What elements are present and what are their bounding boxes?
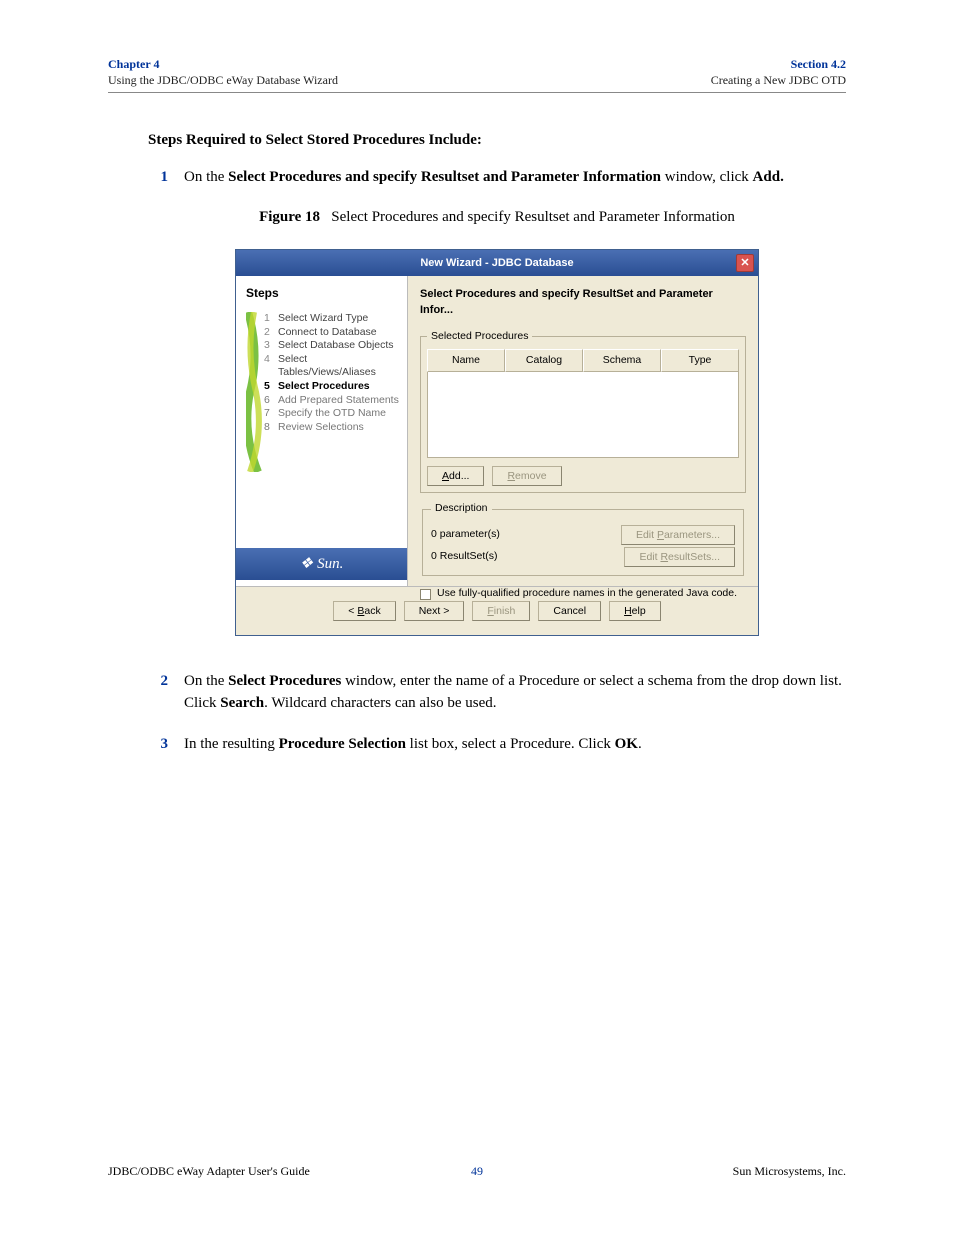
description-group: Description 0 parameter(s) Edit Paramete… xyxy=(422,501,744,576)
next-button[interactable]: Next > xyxy=(404,601,465,621)
sun-logo-icon: ❖ xyxy=(300,553,313,576)
footer-left: JDBC/ODBC eWay Adapter User's Guide xyxy=(108,1164,310,1179)
section-label: Section 4.2 xyxy=(711,56,846,72)
finish-button[interactable]: Finish xyxy=(472,601,530,621)
step-row: 3Select Database Objects xyxy=(264,339,401,353)
footer-right: Sun Microsystems, Inc. xyxy=(733,1164,846,1179)
section-subtitle: Creating a New JDBC OTD xyxy=(711,72,846,88)
qualified-names-checkbox[interactable] xyxy=(420,589,431,600)
add-button[interactable]: Add... xyxy=(427,466,484,486)
step-item-3: 3 In the resulting Procedure Selection l… xyxy=(148,733,846,756)
panel-heading: Select Procedures and specify ResultSet … xyxy=(420,286,746,319)
cancel-button[interactable]: Cancel xyxy=(538,601,601,621)
col-type[interactable]: Type xyxy=(661,349,739,373)
sun-logo-text: Sun. xyxy=(317,553,343,576)
header-right: Section 4.2 Creating a New JDBC OTD xyxy=(711,56,846,88)
steps-panel-title: Steps xyxy=(246,284,401,302)
chapter-label: Chapter 4 xyxy=(108,56,338,72)
qualified-names-row: Use fully-qualified procedure names in t… xyxy=(420,586,746,602)
step-row: 4Select Tables/Views/Aliases xyxy=(264,353,401,380)
steps-list: 1Select Wizard Type 2Connect to Database… xyxy=(246,312,401,435)
step-text: In the resulting Procedure Selection lis… xyxy=(184,733,846,756)
step-text: On the Select Procedures and specify Res… xyxy=(184,166,846,189)
selected-procedures-legend: Selected Procedures xyxy=(427,329,532,345)
step-item-1: 1 On the Select Procedures and specify R… xyxy=(148,166,846,189)
section-heading: Steps Required to Select Stored Procedur… xyxy=(148,129,846,152)
dialog-titlebar: New Wizard - JDBC Database ✕ xyxy=(236,250,758,276)
remove-button[interactable]: Remove xyxy=(492,466,561,486)
steps-curve-icon xyxy=(246,312,262,472)
step-row: 7Specify the OTD Name xyxy=(264,407,401,421)
selected-procedures-group: Selected Procedures Name Catalog Schema … xyxy=(420,329,746,494)
close-icon: ✕ xyxy=(740,255,749,272)
step-number: 1 xyxy=(148,166,168,189)
page-footer: JDBC/ODBC eWay Adapter User's Guide 49 S… xyxy=(108,1164,846,1179)
content-panel: Select Procedures and specify ResultSet … xyxy=(408,276,758,586)
page-header: Chapter 4 Using the JDBC/ODBC eWay Datab… xyxy=(108,56,846,93)
close-button[interactable]: ✕ xyxy=(736,254,754,272)
help-button[interactable]: Help xyxy=(609,601,661,621)
page-number: 49 xyxy=(471,1164,483,1179)
step-row: 6Add Prepared Statements xyxy=(264,394,401,408)
table-header: Name Catalog Schema Type xyxy=(427,349,739,373)
col-schema[interactable]: Schema xyxy=(583,349,661,373)
resultset-count: 0 ResultSet(s) xyxy=(431,549,498,565)
step-item-2: 2 On the Select Procedures window, enter… xyxy=(148,670,846,715)
step-row: 1Select Wizard Type xyxy=(264,312,401,326)
figure-title: Select Procedures and specify Resultset … xyxy=(331,209,735,225)
col-catalog[interactable]: Catalog xyxy=(505,349,583,373)
step-row: 8Review Selections xyxy=(264,421,401,435)
edit-parameters-button[interactable]: Edit Parameters... xyxy=(621,525,735,545)
col-name[interactable]: Name xyxy=(427,349,505,373)
step-row: 2Connect to Database xyxy=(264,326,401,340)
step-text: On the Select Procedures window, enter t… xyxy=(184,670,846,715)
header-left: Chapter 4 Using the JDBC/ODBC eWay Datab… xyxy=(108,56,338,88)
qualified-names-label: Use fully-qualified procedure names in t… xyxy=(437,586,737,602)
chapter-subtitle: Using the JDBC/ODBC eWay Database Wizard xyxy=(108,72,338,88)
step-row-current: 5Select Procedures xyxy=(264,380,401,394)
wizard-dialog: New Wizard - JDBC Database ✕ Steps xyxy=(235,249,759,636)
description-legend: Description xyxy=(431,501,492,517)
edit-resultsets-button[interactable]: Edit ResultSets... xyxy=(624,547,735,567)
figure-label: Figure 18 xyxy=(259,209,320,225)
dialog-title: New Wizard - JDBC Database xyxy=(420,255,573,272)
figure-caption: Figure 18 Select Procedures and specify … xyxy=(148,206,846,229)
procedures-table-body[interactable] xyxy=(427,372,739,458)
parameter-count: 0 parameter(s) xyxy=(431,527,500,543)
step-number: 2 xyxy=(148,670,168,715)
back-button[interactable]: < Back xyxy=(333,601,395,621)
step-number: 3 xyxy=(148,733,168,756)
steps-panel: Steps 1Select Wizard Type 2Connect to Da… xyxy=(236,276,408,586)
sun-logo: ❖ Sun. xyxy=(236,548,407,580)
